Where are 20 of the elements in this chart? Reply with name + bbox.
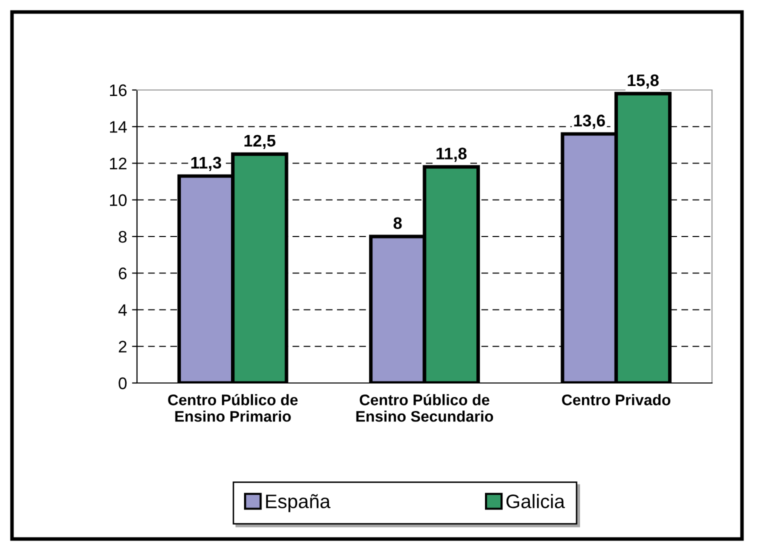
data-label: 12,5: [244, 134, 276, 150]
y-tick-label: 10: [110, 194, 127, 206]
y-tick-label: 0: [118, 377, 127, 390]
y-tick-label: 6: [118, 268, 127, 280]
legend-label: Galicia: [506, 494, 565, 508]
data-label: 13,6: [574, 114, 605, 129]
x-tick-label: Centro Público de Ensino Primario: [168, 394, 298, 422]
legend-label: España: [266, 494, 330, 512]
y-tick-label: 12: [110, 158, 126, 170]
data-label: 15,8: [628, 74, 659, 89]
data-label: 8: [394, 217, 402, 230]
y-tick-label: 4: [118, 304, 127, 316]
y-tick-label: 2: [118, 340, 126, 352]
x-tick-label: Centro Privado: [562, 394, 670, 406]
data-label: 11,3: [191, 156, 222, 172]
y-tick-label: 8: [118, 230, 127, 243]
y-tick-label: 16: [110, 84, 127, 96]
data-label: 11,8: [436, 148, 467, 162]
x-tick-label: Centro Público de Ensino Secundario: [356, 394, 494, 422]
y-tick-label: 14: [110, 121, 127, 133]
